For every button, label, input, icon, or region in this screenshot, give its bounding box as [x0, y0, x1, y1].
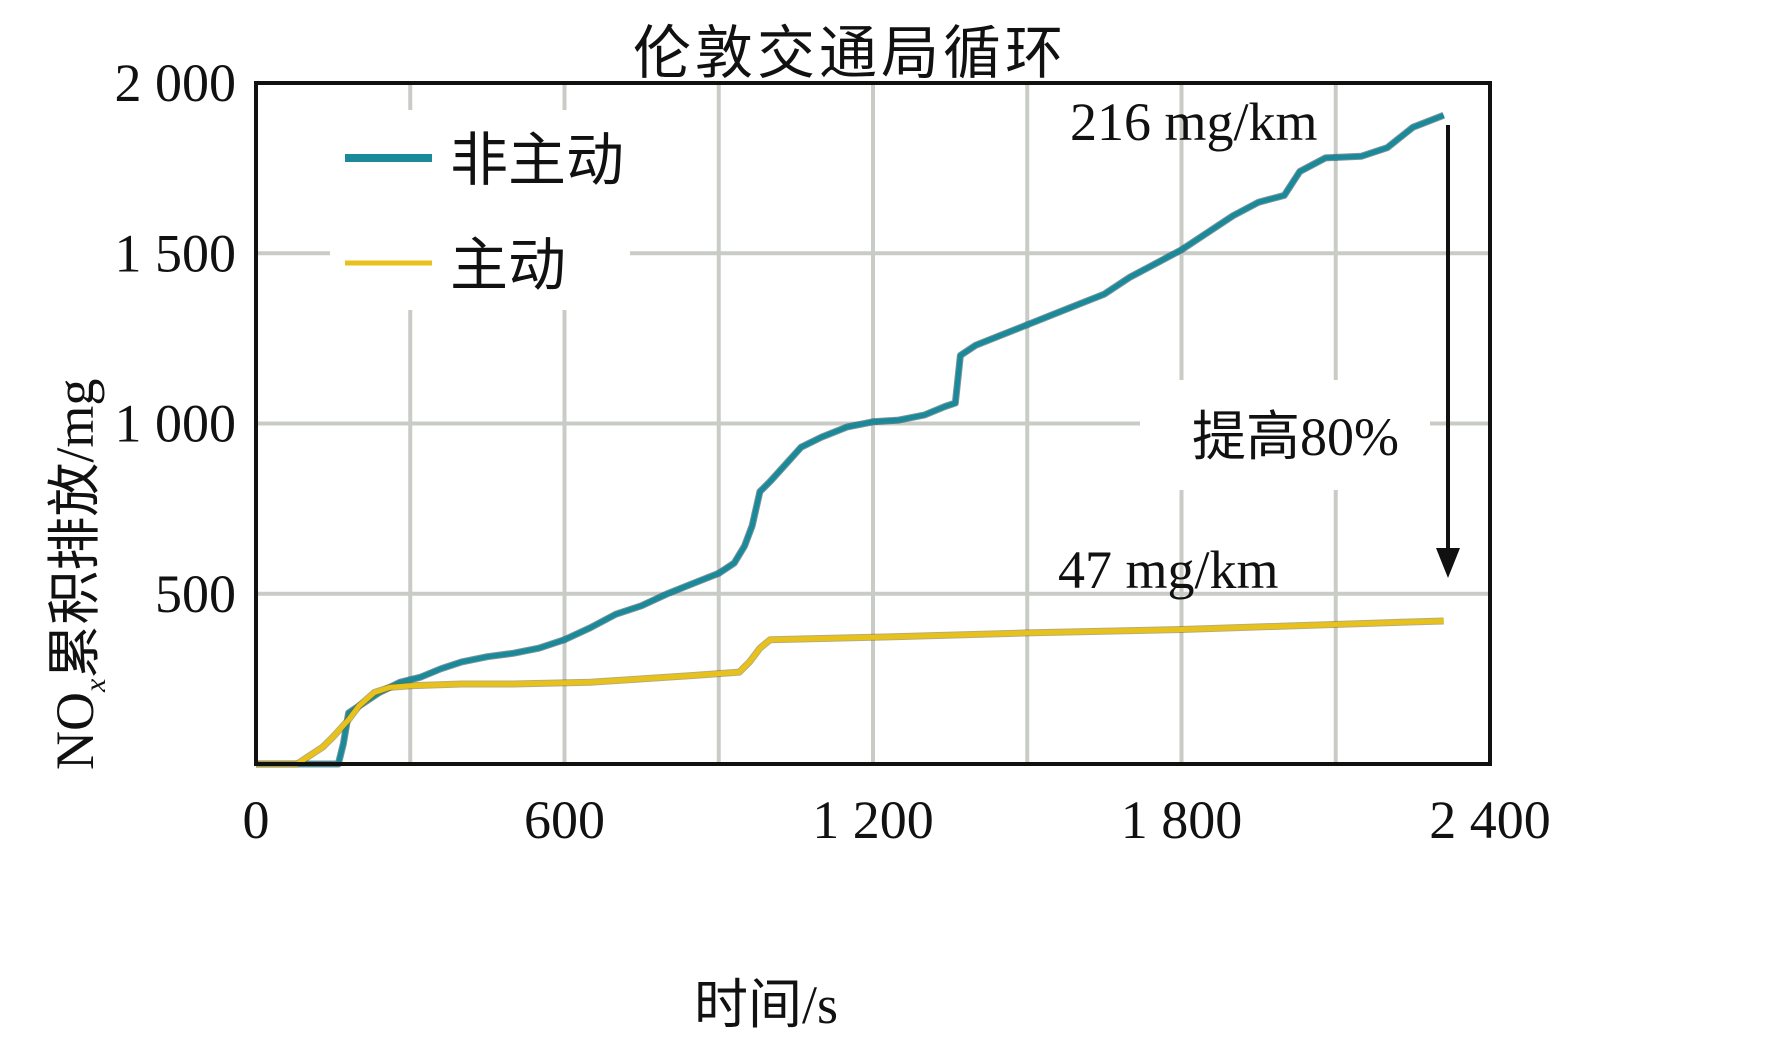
data-lines: [256, 112, 1445, 768]
annotations: 216 mg/km 47 mg/km 提高80%: [1058, 92, 1460, 600]
x-tick-label: 1 200: [812, 790, 934, 850]
x-tick-label: 1 800: [1121, 790, 1243, 850]
annotation-active-rate: 47 mg/km: [1058, 540, 1279, 600]
x-label-text: 时间/s: [693, 975, 839, 1035]
x-tick-label: 2 400: [1429, 790, 1551, 850]
plot-frame: [254, 81, 1492, 766]
x-tick-label: 0: [243, 790, 270, 850]
y-label-rest: 累积排放/mg: [45, 378, 105, 679]
grid-lines: [256, 83, 1490, 764]
y-tick-label: 2 000: [115, 53, 237, 113]
series-line-nonactive: [256, 112, 1445, 767]
y-tick-label: 500: [155, 564, 236, 624]
legend-label: 非主动: [450, 126, 624, 194]
series-shadow: [256, 617, 1444, 768]
annotation-improvement: 提高80%: [1192, 407, 1399, 467]
y-tick-label: 1 500: [115, 223, 237, 283]
x-axis-label: 时间/s: [0, 960, 1772, 1039]
tick-labels: 0 600 1 200 1 800 2 400 500 1 000 1 500 2 000: [115, 53, 1551, 850]
x-tick-label: 600: [524, 790, 605, 850]
arrow-down-icon: [1436, 548, 1460, 578]
y-label-no: NO: [45, 692, 105, 770]
y-label-subscript: x: [78, 678, 112, 692]
legend-background: [330, 110, 630, 310]
annotation-background: [1140, 380, 1430, 490]
plot-border: [254, 81, 1492, 766]
annotation-nonactive-rate: 216 mg/km: [1070, 92, 1318, 152]
y-axis-label: NOx累积排放/mg: [30, 379, 113, 770]
y-tick-label: 1 000: [115, 394, 237, 454]
series-line-active: [256, 618, 1444, 767]
legend-label: 主动: [450, 231, 566, 299]
chart-title: 伦敦交通局循环: [632, 21, 1067, 86]
